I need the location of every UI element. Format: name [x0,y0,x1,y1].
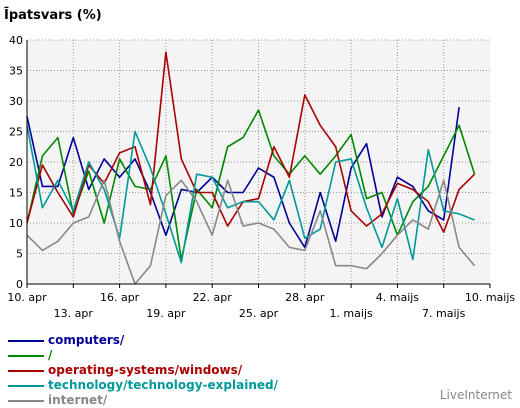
legend-label: / [48,348,53,362]
x-tick-label: 19. apr [146,307,186,320]
x-tick-label: 1. maijs [329,307,373,320]
y-tick-label: 25 [9,126,23,139]
x-tick-label: 16. apr [100,291,140,304]
x-tick-label: 13. apr [54,307,94,320]
legend-swatch [8,400,44,402]
x-tick-label: 25. apr [239,307,279,320]
brand-label: LiveInternet [439,388,512,402]
y-tick-label: 35 [9,65,23,78]
legend-label: computers/ [48,333,125,347]
legend-label: operating-systems/windows/ [48,363,243,377]
x-tick-label: 7. maijs [422,307,466,320]
axes: 0 5 10 15 20 25 30 35 40 10. apr 16. apr 22. apr 28.… [7,34,515,320]
y-tick-label: 5 [16,248,23,261]
y-tick-label: 0 [16,278,23,291]
legend-swatch [8,385,44,387]
x-tick-label: 22. apr [193,291,233,304]
chart-title: Īpatsvars (%) [4,8,102,23]
legend-label: technology/technology-explained/ [48,378,278,392]
x-tick-label: 28. apr [285,291,325,304]
x-tick-label: 4. maijs [376,291,420,304]
legend-label: internet/ [48,393,108,407]
legend-swatch [8,355,44,357]
series-lines [26,51,476,285]
y-tick-label: 15 [9,187,23,200]
y-tick-label: 40 [9,34,23,47]
y-tick-label: 30 [9,95,23,108]
legend-swatch [8,340,44,342]
y-tick-label: 10 [9,217,23,230]
series-line [26,109,476,261]
x-tick-label: 10. maijs [465,291,516,304]
x-tick-label: 10. apr [7,291,47,304]
y-tick-label: 20 [9,156,23,169]
series-line [26,51,476,233]
series-line [26,179,476,285]
legend-swatch [8,370,44,372]
